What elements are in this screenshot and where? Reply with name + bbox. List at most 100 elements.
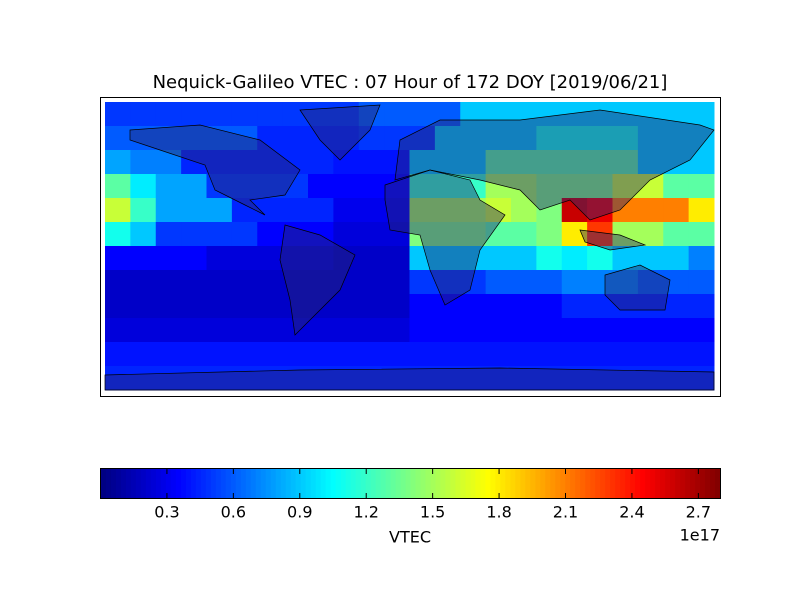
cell <box>688 366 715 391</box>
colorbar-swatch <box>200 469 207 498</box>
cell <box>434 270 461 295</box>
cell <box>155 246 182 271</box>
chart-title: Nequick-Galileo VTEC : 07 Hour of 172 DO… <box>153 72 668 93</box>
cell <box>434 102 461 127</box>
colorbar-swatch <box>300 469 307 498</box>
cell <box>105 150 131 175</box>
cell <box>130 270 157 295</box>
cell <box>181 222 207 247</box>
cell <box>257 294 284 319</box>
cell <box>358 318 385 343</box>
australia <box>604 264 671 311</box>
cell <box>434 174 461 199</box>
cell <box>130 102 157 127</box>
colorbar-swatch <box>125 469 132 498</box>
cell <box>105 366 131 391</box>
cell <box>511 246 537 271</box>
cell <box>434 318 461 343</box>
cell <box>511 102 537 127</box>
colorbar-swatch <box>475 469 481 498</box>
colorbar-swatch <box>430 469 436 498</box>
cell <box>231 294 258 319</box>
cell <box>231 198 258 223</box>
colorbar-swatch <box>485 469 491 498</box>
cell <box>688 318 715 343</box>
cell <box>130 126 157 151</box>
colorbar-swatch <box>525 469 531 498</box>
cell <box>485 174 512 199</box>
cell <box>282 222 309 247</box>
cell <box>637 342 664 367</box>
colorbar-swatch <box>120 469 127 498</box>
colorbar-swatch <box>595 469 601 498</box>
colorbar-swatch <box>135 469 142 498</box>
colorbar-swatch <box>245 469 252 498</box>
cell <box>358 294 385 319</box>
cell <box>409 246 436 271</box>
colorbar-swatch <box>640 469 646 498</box>
colorbar-swatch <box>675 469 681 498</box>
cell <box>485 222 512 247</box>
cell <box>561 126 588 151</box>
cell <box>358 246 385 271</box>
colorbar-swatch <box>170 469 177 498</box>
cell <box>561 198 588 223</box>
cell <box>206 366 233 391</box>
cell <box>460 270 487 295</box>
cell <box>130 222 157 247</box>
cell <box>130 174 157 199</box>
cell <box>587 102 613 127</box>
cell <box>105 342 131 367</box>
colorbar-swatch <box>340 469 347 498</box>
cell <box>308 246 334 271</box>
colorbar-swatch <box>105 469 112 498</box>
colorbar-swatch <box>425 469 431 498</box>
cell <box>282 174 309 199</box>
colorbar-swatch <box>370 469 377 498</box>
cell <box>282 150 309 175</box>
cell <box>688 222 715 247</box>
cell <box>409 318 436 343</box>
cell <box>333 366 360 391</box>
cell <box>358 150 385 175</box>
colorbar-swatch <box>575 469 581 498</box>
colorbar-swatch <box>225 469 232 498</box>
africa <box>384 169 506 306</box>
colorbar-swatch <box>255 469 262 498</box>
eurasia <box>394 109 715 221</box>
cell <box>688 174 715 199</box>
cell <box>231 366 258 391</box>
cell <box>231 150 258 175</box>
cell <box>231 102 258 127</box>
cell <box>333 318 360 343</box>
cell <box>206 174 233 199</box>
cell <box>663 294 690 319</box>
colorbar-swatch <box>390 469 397 498</box>
cell <box>155 294 182 319</box>
cell <box>155 318 182 343</box>
cell <box>181 126 207 151</box>
cell <box>358 342 385 367</box>
colorbar-swatch <box>230 469 237 498</box>
colorbar-swatch <box>705 469 711 498</box>
cell <box>688 126 715 151</box>
cell <box>561 318 588 343</box>
cell <box>663 126 690 151</box>
cell <box>257 102 284 127</box>
cell <box>206 150 233 175</box>
cell <box>612 270 639 295</box>
cell <box>663 318 690 343</box>
cell <box>637 174 664 199</box>
cell <box>257 246 284 271</box>
cell <box>105 126 131 151</box>
colorbar-swatch <box>465 469 471 498</box>
cell <box>460 126 487 151</box>
colorbar-swatch <box>455 469 461 498</box>
colorbar-swatch <box>235 469 242 498</box>
cell <box>511 150 537 175</box>
cell <box>282 270 309 295</box>
cell <box>155 150 182 175</box>
colorbar-swatch <box>630 469 636 498</box>
cell <box>384 366 410 391</box>
colorbar-swatch <box>400 469 407 498</box>
